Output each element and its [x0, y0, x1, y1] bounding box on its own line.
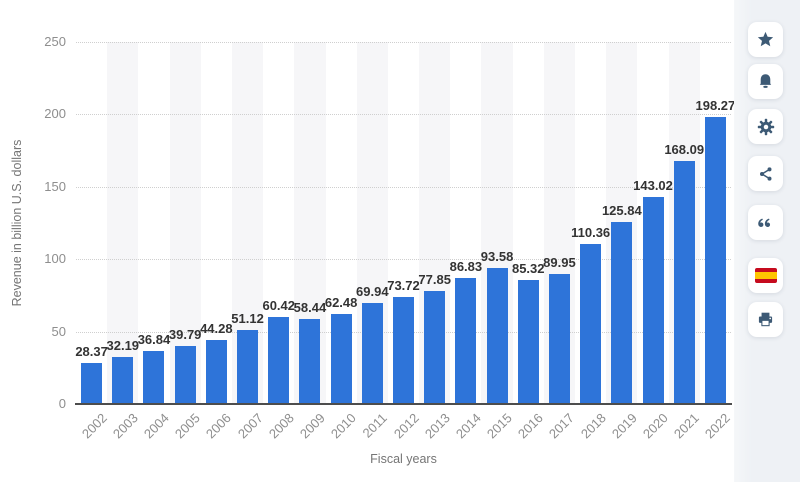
- notifications-button[interactable]: [748, 64, 783, 99]
- bar-2005[interactable]: [174, 346, 196, 404]
- bar-value-label: 32.19: [106, 338, 140, 354]
- bar-2017[interactable]: [548, 273, 570, 404]
- bar-value-label: 58.44: [293, 300, 327, 316]
- x-axis-line: [75, 403, 732, 405]
- bar-value-label: 28.37: [75, 343, 108, 359]
- y-tick-label: 50: [51, 323, 66, 339]
- bar-2022[interactable]: [704, 116, 726, 404]
- y-tick-label: 250: [44, 34, 66, 49]
- bar-2008[interactable]: [268, 316, 290, 404]
- gridline: [76, 259, 731, 261]
- bar-value-label: 44.28: [200, 320, 233, 336]
- column-band: [169, 42, 201, 404]
- quote-icon: [757, 214, 775, 232]
- bar-value-label: 93.58: [480, 249, 514, 265]
- bar-2018[interactable]: [580, 244, 602, 404]
- share-icon: [758, 166, 774, 182]
- bar-value-label: 143.02: [633, 177, 673, 193]
- bar-value-label: 36.84: [137, 331, 171, 347]
- gear-icon: [757, 118, 775, 136]
- bar-2007[interactable]: [237, 329, 259, 404]
- bar-value-label: 69.94: [356, 283, 389, 299]
- bar-value-label: 39.79: [168, 327, 202, 343]
- bar-2010[interactable]: [330, 313, 352, 404]
- column-band: [107, 42, 139, 404]
- y-tick-label: 150: [44, 178, 66, 194]
- spain-flag-icon: [754, 268, 777, 283]
- bar-2015[interactable]: [486, 268, 508, 404]
- bar-2009[interactable]: [299, 319, 321, 404]
- print-button[interactable]: [748, 302, 783, 337]
- language-button[interactable]: [748, 258, 783, 293]
- bar-2002[interactable]: [81, 362, 103, 404]
- bar-2014[interactable]: [455, 278, 477, 404]
- bar-value-label: 125.84: [601, 202, 642, 218]
- y-tick-label: 0: [58, 396, 66, 411]
- gridline: [76, 186, 731, 188]
- action-toolbar: [734, 0, 800, 482]
- bar-value-label: 89.95: [543, 254, 576, 270]
- bell-icon: [757, 73, 774, 90]
- x-axis-title: Fiscal years: [370, 452, 437, 466]
- bar-2016[interactable]: [517, 280, 539, 404]
- bar-value-label: 198.27: [695, 97, 736, 113]
- y-tick-label: 100: [44, 251, 66, 267]
- bar-2003[interactable]: [112, 357, 134, 404]
- bar-2013[interactable]: [424, 291, 446, 404]
- bar-value-label: 110.36: [571, 225, 611, 241]
- bar-value-label: 62.48: [324, 294, 358, 310]
- bar-2006[interactable]: [205, 339, 227, 404]
- bar-value-label: 60.42: [262, 297, 296, 313]
- gridline: [76, 114, 731, 116]
- citation-button[interactable]: [748, 205, 783, 240]
- bar-value-label: 51.12: [231, 310, 264, 326]
- bar-value-label: 86.83: [449, 259, 483, 275]
- share-button[interactable]: [748, 156, 783, 191]
- printer-icon: [757, 311, 774, 328]
- bar-value-label: 77.85: [418, 272, 451, 288]
- bar-2004[interactable]: [143, 350, 165, 404]
- bar-2020[interactable]: [642, 196, 664, 404]
- bar-2021[interactable]: [673, 160, 695, 404]
- gridline: [76, 42, 731, 43]
- bar-value-label: 168.09: [664, 141, 705, 157]
- bar-2011[interactable]: [361, 302, 383, 404]
- bar-value-label: 85.32: [511, 261, 545, 277]
- y-tick-label: 200: [44, 106, 66, 122]
- settings-button[interactable]: [748, 109, 783, 144]
- bar-2012[interactable]: [393, 297, 414, 404]
- favorite-button[interactable]: [748, 22, 783, 57]
- bar-2019[interactable]: [611, 221, 633, 404]
- bar-value-label: 73.72: [387, 278, 420, 294]
- star-icon: [757, 31, 774, 48]
